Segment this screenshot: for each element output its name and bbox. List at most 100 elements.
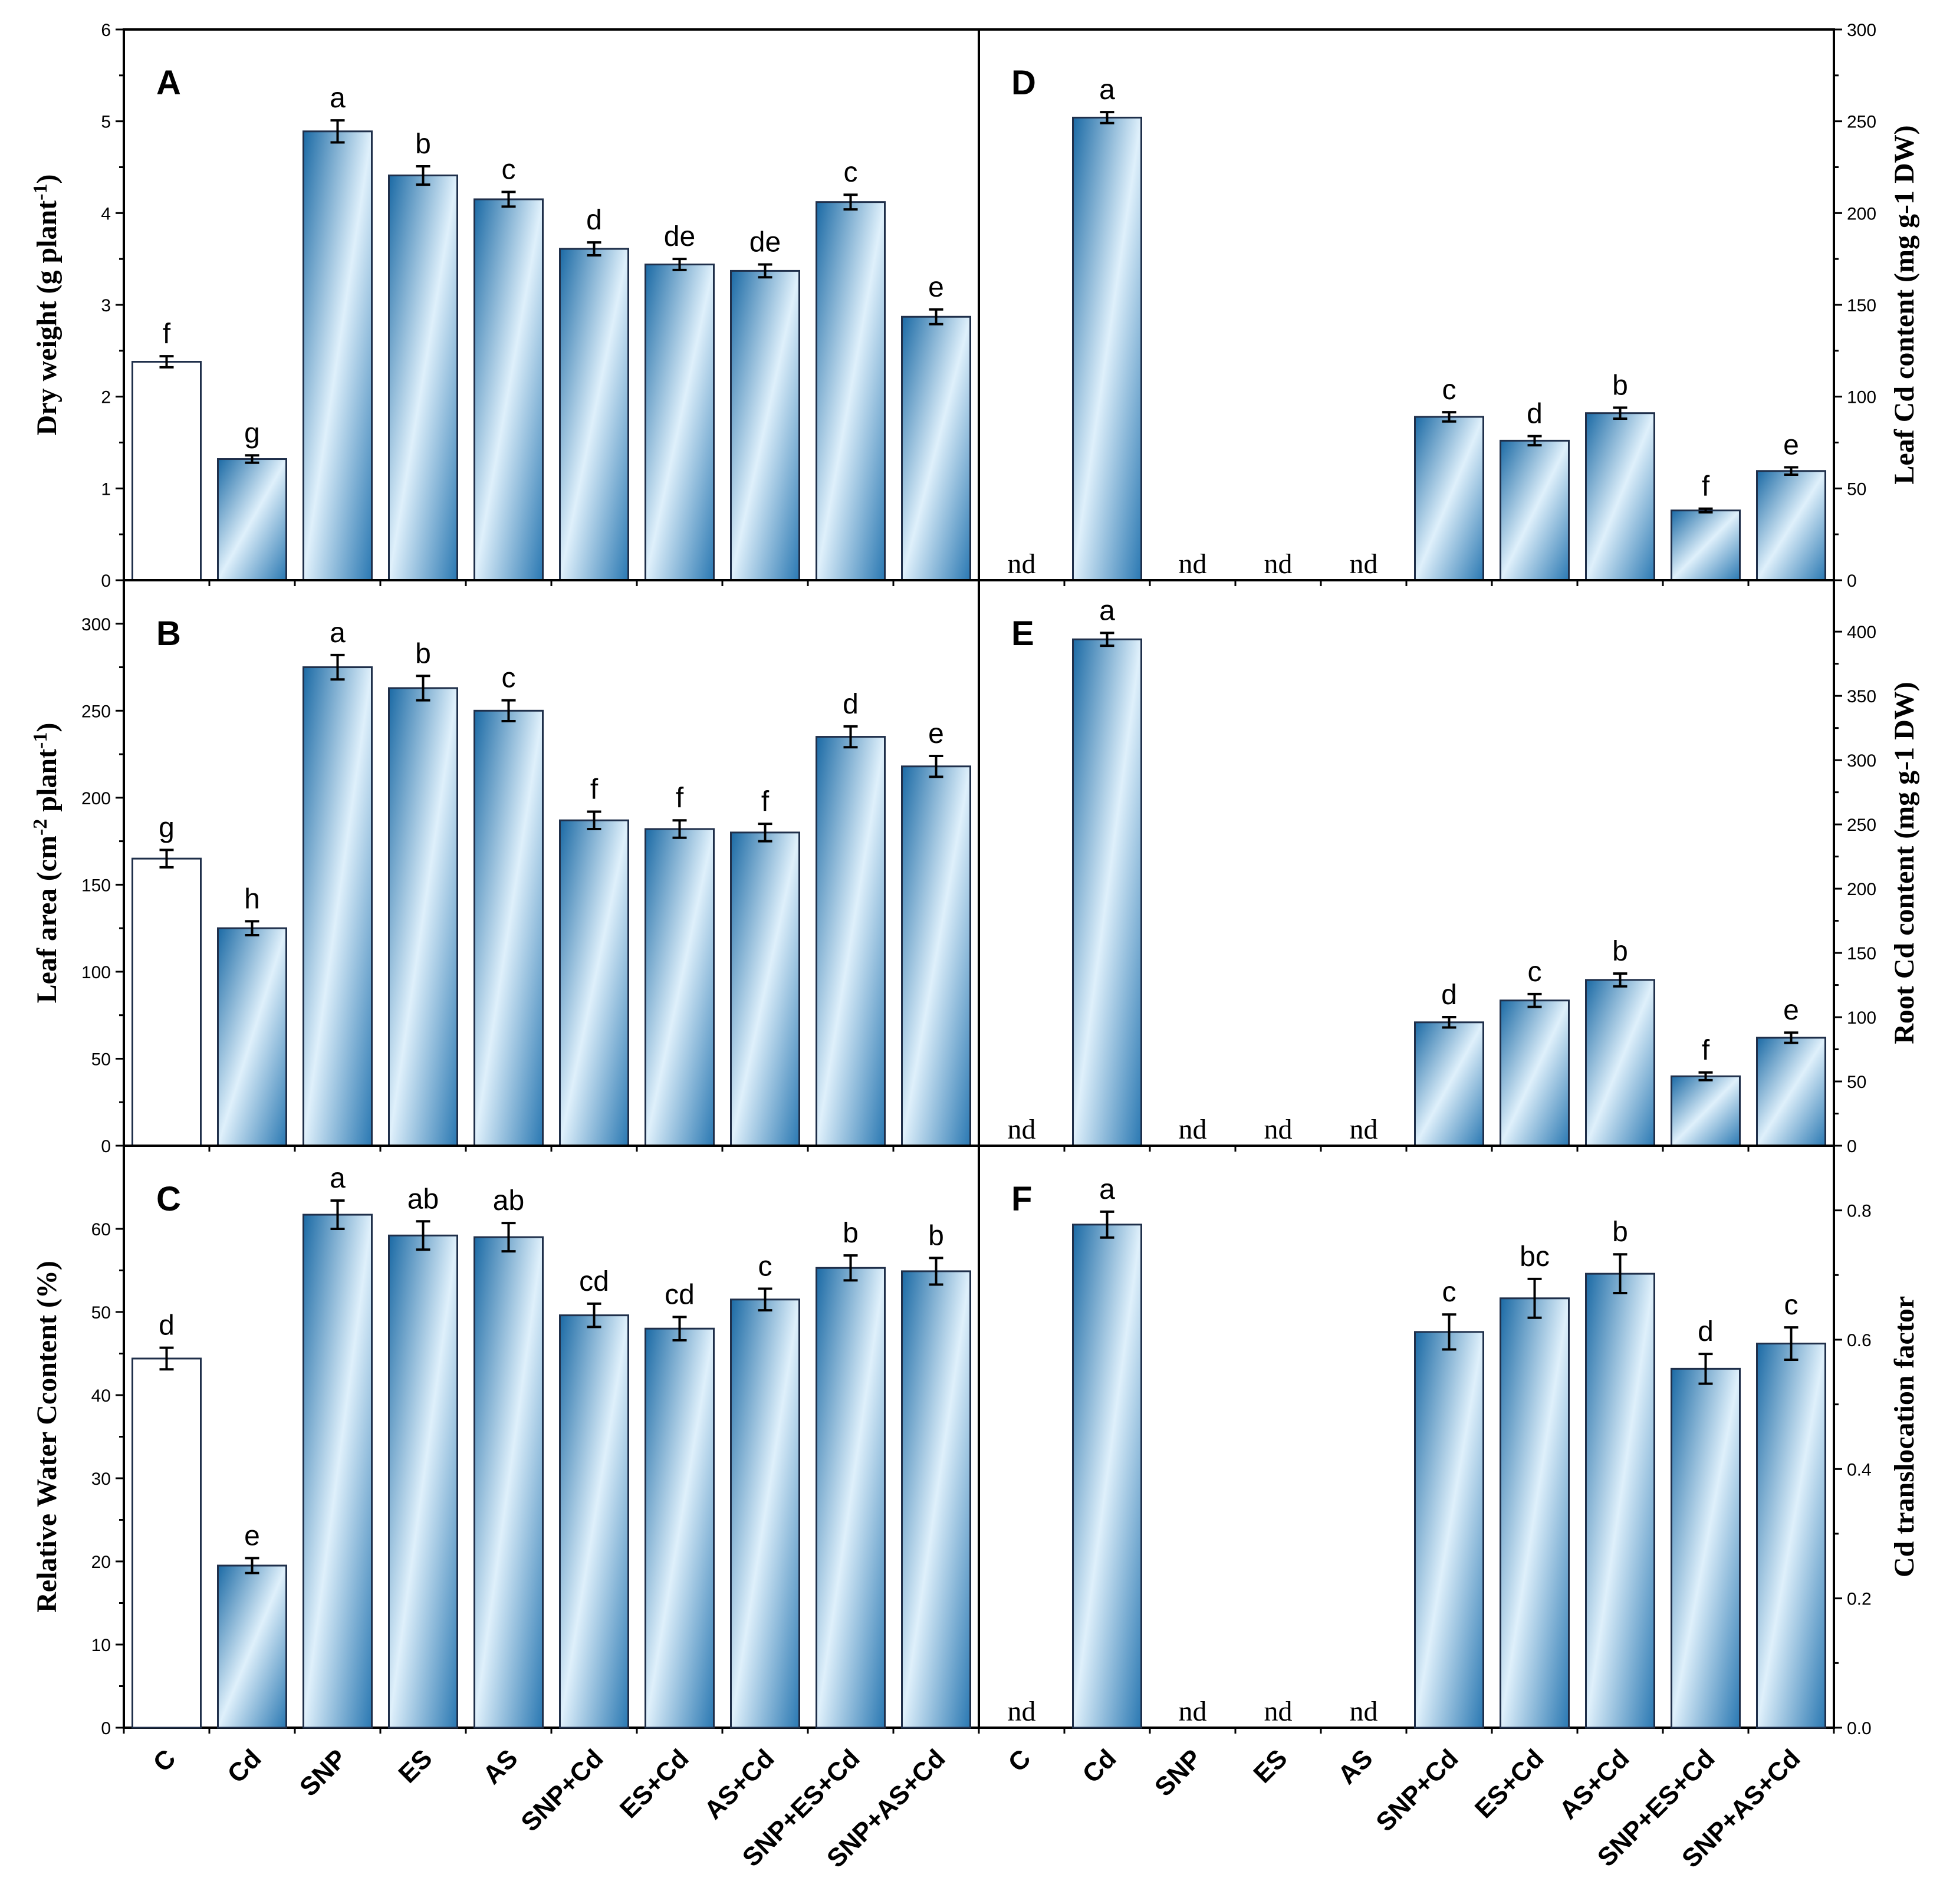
bar-SNP+Cd [559, 1314, 629, 1729]
significance-letter: ab [407, 1183, 439, 1215]
y-tick-label: 200 [81, 789, 111, 808]
y-tick-label: 0 [101, 1719, 111, 1738]
category-label: ES [1248, 1744, 1293, 1788]
nd-label: nd [1264, 548, 1293, 580]
bar-SNP+Cd [1414, 1331, 1484, 1729]
y-tick-label: 30 [91, 1469, 111, 1489]
significance-letter: b [415, 638, 431, 669]
significance-letter: f [590, 774, 599, 805]
significance-letter: a [330, 1163, 346, 1194]
y-tick-label: 1 [101, 479, 111, 499]
y-tick-label: 0.0 [1847, 1719, 1872, 1738]
bar-AS [474, 709, 544, 1147]
significance-letter: d [1527, 399, 1543, 430]
significance-letter: c [758, 1251, 772, 1283]
significance-letter: h [244, 883, 260, 915]
bar-ES+Cd [1500, 1297, 1570, 1729]
y-tick-label: 300 [1847, 751, 1876, 771]
significance-letter: b [1612, 936, 1628, 967]
significance-letter: d [159, 1310, 175, 1341]
y-tick-label: 0 [101, 1137, 111, 1156]
bar-SNP+Cd [1414, 416, 1484, 581]
bar-SNP [303, 666, 373, 1147]
significance-letter: f [761, 786, 770, 817]
significance-letter: f [1702, 471, 1710, 502]
significance-letter: b [415, 129, 431, 160]
bar-ES+Cd [645, 828, 715, 1147]
nd-label: nd [1179, 1696, 1207, 1727]
category-label: AS [478, 1744, 524, 1790]
y-tick-label: 60 [91, 1220, 111, 1239]
y-tick-label: 400 [1847, 623, 1876, 642]
y-tick-label: 0 [1847, 571, 1857, 591]
bar-AS [474, 1236, 544, 1729]
y-axis-label: Root Cd content (mg g-1 DW) [1889, 682, 1920, 1044]
nd-label: nd [1179, 1114, 1207, 1145]
significance-letter: b [928, 1220, 944, 1251]
panel-letter: F [1011, 1180, 1032, 1218]
significance-letter: b [1612, 1216, 1628, 1248]
nd-label: nd [1008, 548, 1036, 580]
significance-letter: e [928, 272, 944, 303]
category-label: C [147, 1744, 181, 1777]
nd-label: nd [1264, 1114, 1293, 1145]
y-axis-label-text: Leaf area (cm [31, 836, 63, 1003]
bar-SNP+ES+Cd [816, 201, 886, 581]
significance-letter: d [1698, 1316, 1714, 1347]
y-tick-label: 200 [1847, 880, 1876, 899]
panel-letter: A [156, 64, 181, 102]
bar-ES+Cd [645, 264, 715, 581]
significance-letter: a [1099, 74, 1115, 106]
y-tick-label: 200 [1847, 204, 1876, 223]
bar-AS+Cd [1585, 1272, 1655, 1729]
y-tick-label: 0.4 [1847, 1460, 1872, 1479]
significance-letter: f [1702, 1035, 1710, 1066]
panel-D: 0 50 100 150 200 250 300 Leaf Cd content (mg g-… [978, 21, 1920, 591]
significance-letter: a [1099, 1174, 1115, 1205]
significance-letter: cd [665, 1279, 695, 1310]
significance-letter: de [664, 221, 695, 252]
panel-E: 0 50 100 150 200 250 300 350 400 Root Cd content … [978, 579, 1920, 1156]
y-tick-label: 6 [101, 21, 111, 40]
panel-C: 0 10 20 30 40 50 60 Relative Water Ccontent (%)… [31, 1145, 980, 1873]
nd-label: nd [1179, 548, 1207, 580]
bar-ES+Cd [1500, 999, 1570, 1147]
y-axis-label-superscript: -1 [29, 732, 51, 749]
bar-ES+Cd [1500, 439, 1570, 581]
significance-letter: c [1528, 956, 1542, 988]
y-tick-label: 250 [81, 702, 111, 721]
y-tick-label: 20 [91, 1553, 111, 1572]
panel-letter: B [156, 614, 181, 653]
y-tick-label: 50 [91, 1050, 111, 1069]
bar-ES [388, 687, 458, 1147]
y-tick-label: 150 [1847, 944, 1876, 963]
category-label: AS+Cd [699, 1744, 780, 1825]
y-tick-label: 300 [81, 615, 111, 634]
panel-letter: C [156, 1180, 181, 1218]
significance-letter: e [1783, 430, 1799, 461]
y-tick-label: 150 [81, 876, 111, 895]
bar-SNP+AS+Cd [1756, 1343, 1826, 1729]
bar-ES [388, 175, 458, 581]
bar-SNP+AS+Cd [1756, 1037, 1826, 1147]
y-axis-label-text: plant [31, 749, 63, 819]
significance-letter: d [1441, 979, 1457, 1011]
y-axis-label-superscript: -1 [29, 184, 51, 200]
panel-letter: E [1011, 614, 1034, 653]
significance-letter: c [502, 663, 516, 694]
significance-letter: ab [493, 1185, 524, 1216]
nd-label: nd [1350, 548, 1378, 580]
significance-letter: c [1442, 374, 1456, 406]
bar-SNP+ES+Cd [816, 736, 886, 1147]
nd-label: nd [1008, 1696, 1036, 1727]
category-label: SNP [1149, 1744, 1208, 1802]
bar-Cd [217, 1564, 287, 1729]
y-axis-label-superscript: -2 [29, 819, 51, 836]
y-tick-label: 50 [1847, 1073, 1866, 1092]
y-tick-label: 0 [1847, 1137, 1857, 1156]
category-label: ES+Cd [1469, 1744, 1550, 1824]
bar-AS+Cd [1585, 412, 1655, 581]
bar-AS+Cd [730, 831, 800, 1147]
bar-SNP+AS+Cd [901, 765, 971, 1147]
